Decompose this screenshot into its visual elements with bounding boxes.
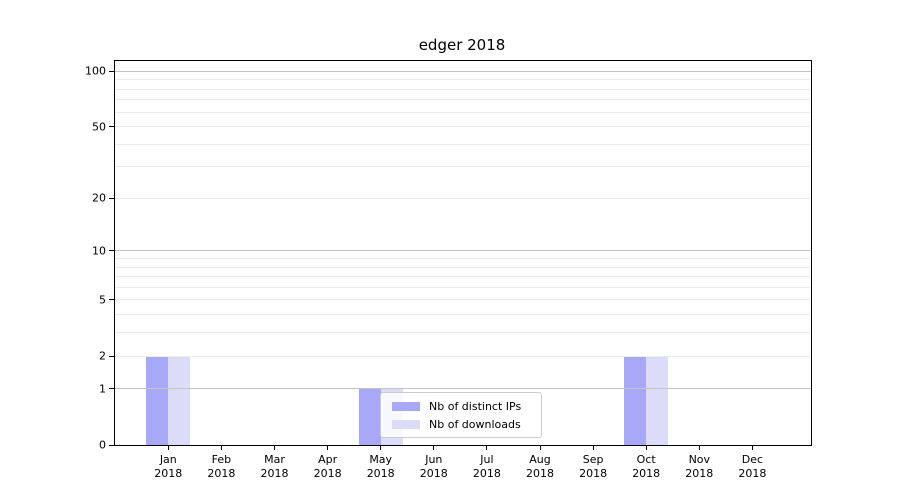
x-tick-apr [327,445,329,450]
bar-distinct-ips-may [358,388,381,445]
gridline-minor-30 [115,166,811,168]
x-tick-label-jan: Jan 2018 [154,453,183,480]
x-tick-feb [220,445,222,450]
y-tick-1 [109,388,115,390]
x-tick-dec [751,445,753,450]
gridline-major-100 [115,70,811,72]
x-tick-label-oct: Oct 2018 [632,453,661,480]
gridline-minor-7 [115,276,811,278]
plot-area: Nb of distinct IPs Nb of downloads Jan 20… [85,60,812,480]
gridline-minor-2 [115,355,811,357]
legend: Nb of distinct IPs Nb of downloads [380,392,542,438]
gridline-minor-50 [115,126,811,128]
gridline-minor-9 [115,257,811,259]
gridline-major-1 [115,388,811,390]
gridline-minor-4 [115,314,811,316]
bar-downloads-jan [168,356,191,445]
bar-distinct-ips-oct [624,356,647,445]
x-tick-sep [592,445,594,450]
legend-swatch-downloads [392,419,420,429]
legend-swatch-distinct-ips [392,401,420,411]
gridline-minor-60 [115,111,811,113]
legend-label-distinct-ips: Nb of distinct IPs [429,399,522,413]
gridline-minor-40 [115,143,811,145]
x-tick-aug [539,445,541,450]
x-tick-label-may: May 2018 [366,453,395,480]
y-tick-label-0: 0 [99,438,106,452]
gridline-minor-5 [115,299,811,301]
gridline-minor-90 [115,79,811,81]
x-tick-label-aug: Aug 2018 [526,453,554,480]
y-tick-50 [109,126,115,128]
x-tick-nov [698,445,700,450]
y-tick-label-20: 20 [92,191,106,205]
x-tick-label-sep: Sep 2018 [579,453,608,480]
chart-title: edger 2018 [418,36,506,54]
x-tick-may [380,445,382,450]
bar-distinct-ips-jan [146,356,169,445]
y-tick-20 [109,197,115,199]
x-tick-jul [486,445,488,450]
gridline-minor-3 [115,332,811,334]
x-tick-label-feb: Feb 2018 [207,453,236,480]
x-tick-label-dec: Dec 2018 [738,453,767,480]
bar-downloads-oct [646,356,669,445]
legend-item-distinct-ips: Nb of distinct IPs [392,400,541,413]
x-tick-oct [645,445,647,450]
x-tick-label-jul: Jul 2018 [472,453,501,480]
x-tick-label-mar: Mar 2018 [260,453,289,480]
y-tick-label-10: 10 [92,244,106,258]
y-tick-100 [109,70,115,72]
x-tick-label-nov: Nov 2018 [685,453,714,480]
y-tick-2 [109,355,115,357]
y-tick-10 [109,250,115,252]
y-tick-label-1: 1 [99,382,106,396]
legend-item-downloads: Nb of downloads [392,418,541,431]
x-tick-label-jun: Jun 2018 [419,453,448,480]
x-tick-jan [167,445,169,450]
y-tick-0 [109,444,115,446]
gridline-minor-80 [115,88,811,90]
gridline-major-10 [115,250,811,252]
gridline-minor-8 [115,266,811,268]
x-tick-label-apr: Apr 2018 [313,453,342,480]
y-tick-5 [109,299,115,301]
gridline-minor-70 [115,99,811,101]
legend-label-downloads: Nb of downloads [429,417,521,431]
gridline-minor-6 [115,286,811,288]
y-tick-label-5: 5 [99,293,106,307]
gridline-minor-20 [115,197,811,199]
y-tick-label-100: 100 [85,64,106,78]
x-tick-jun [433,445,435,450]
x-tick-mar [274,445,275,450]
y-tick-label-2: 2 [99,349,106,363]
y-tick-label-50: 50 [92,120,106,134]
